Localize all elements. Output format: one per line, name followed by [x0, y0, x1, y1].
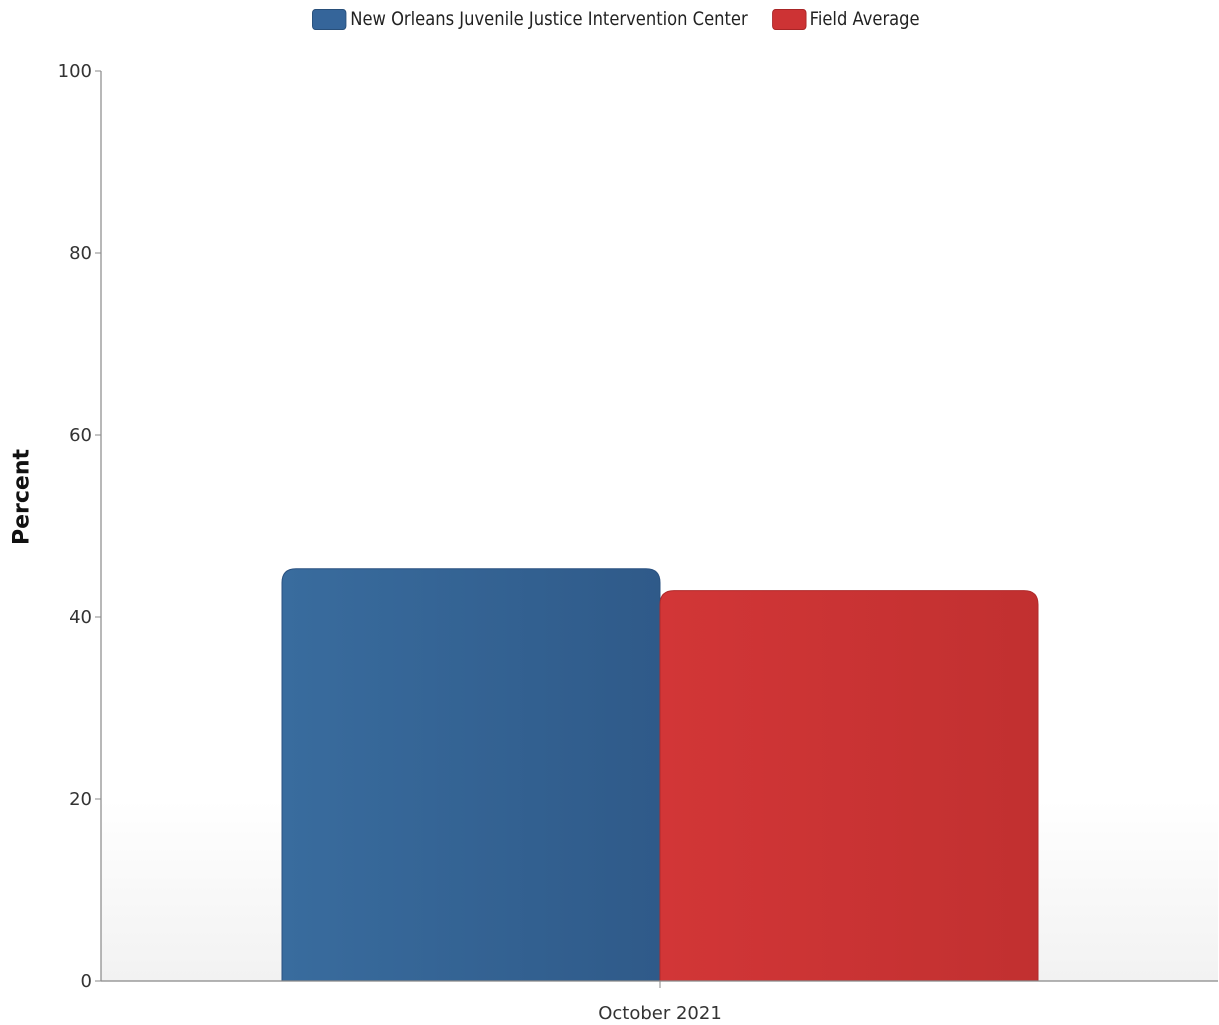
x-tick-label: October 2021	[598, 1003, 722, 1024]
y-tick-label: 0	[81, 971, 92, 992]
legend-label-series-1: New Orleans Juvenile Justice Interventio…	[350, 8, 748, 30]
legend-swatch-red	[771, 8, 807, 30]
y-tick-label: 40	[69, 607, 92, 628]
y-tick-label: 60	[69, 425, 92, 446]
legend-label-series-2: Field Average	[809, 8, 920, 30]
bar-facility[interactable]	[281, 568, 661, 982]
y-tick-label: 100	[58, 61, 92, 82]
legend-swatch-blue	[312, 8, 347, 30]
y-tick-label: 20	[69, 789, 92, 810]
legend-item-series-2[interactable]: Field Average	[771, 8, 920, 30]
bar-field-average[interactable]	[659, 590, 1039, 982]
y-tick-label: 80	[69, 243, 92, 264]
legend-item-series-1[interactable]: New Orleans Juvenile Justice Interventio…	[312, 8, 748, 30]
legend: New Orleans Juvenile Justice Interventio…	[92, 8, 1140, 30]
